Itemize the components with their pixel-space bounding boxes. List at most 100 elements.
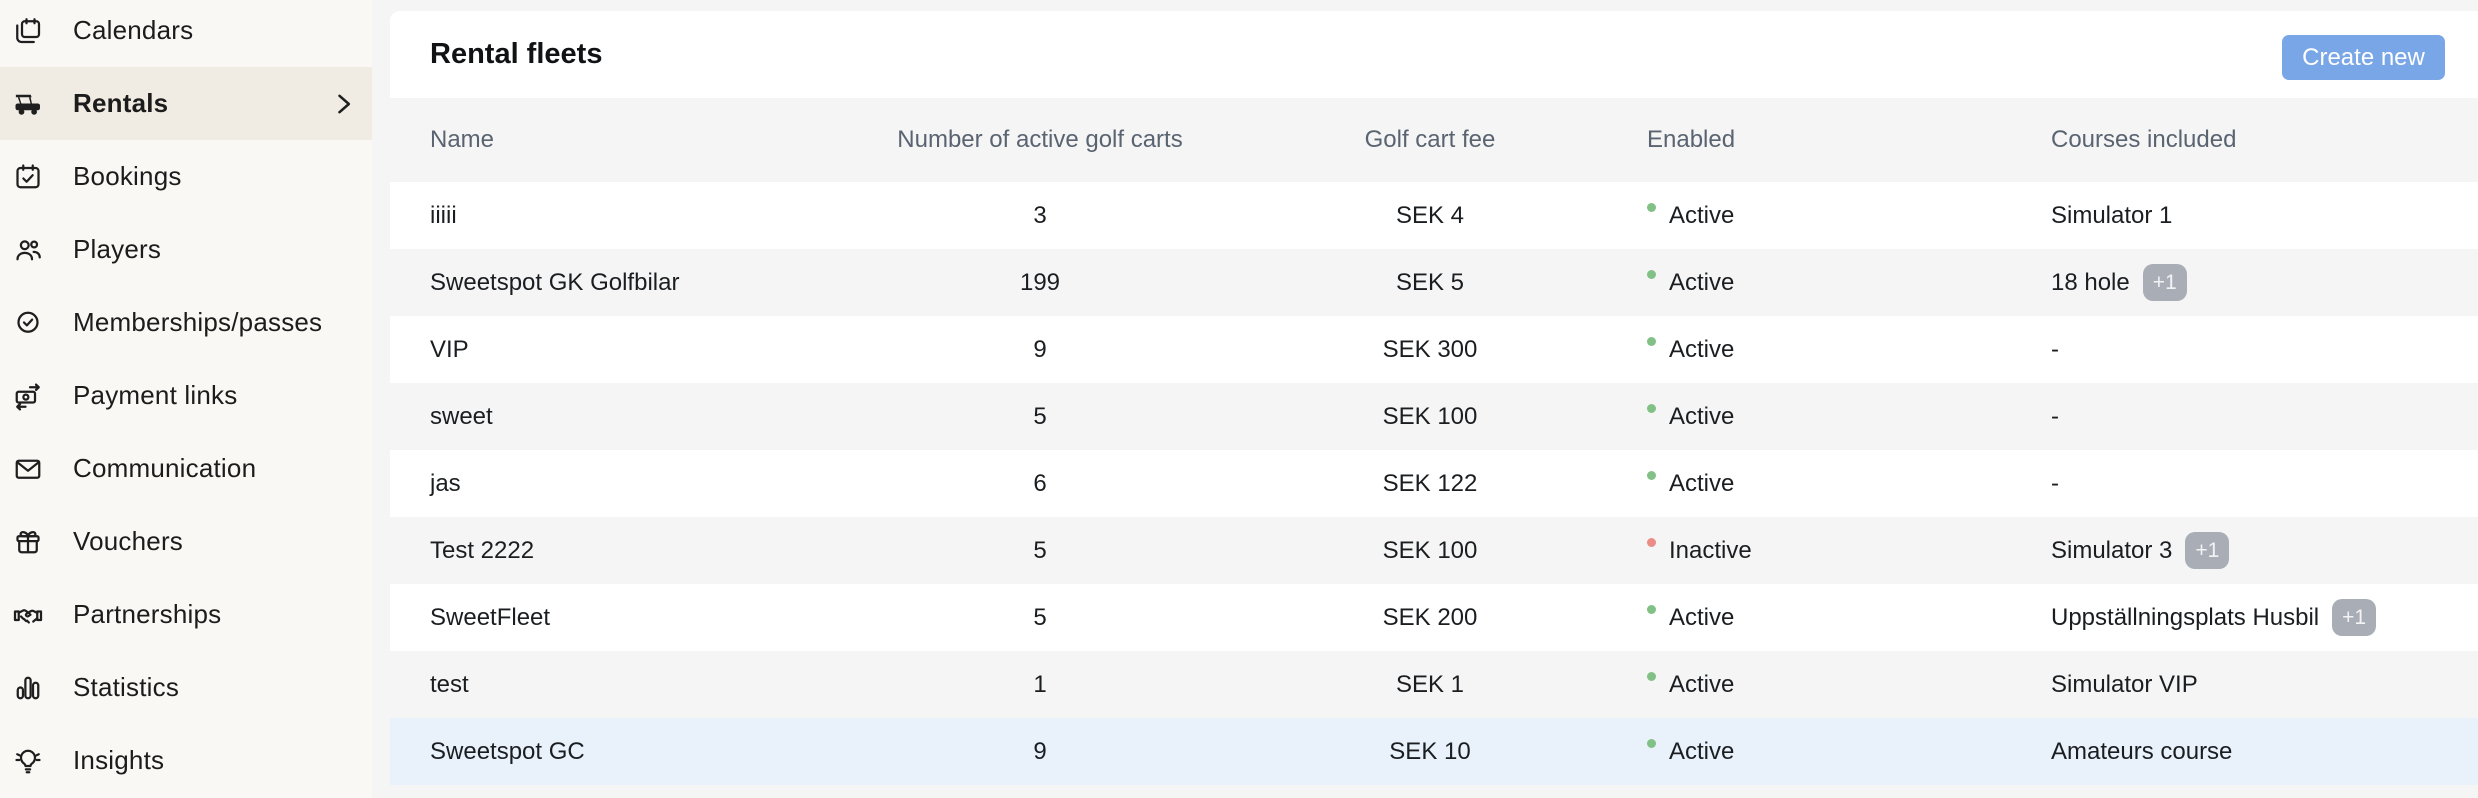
- fleet-name: Sweetspot GK Golfbilar: [430, 268, 680, 296]
- sidebar-item-label: Statistics: [73, 672, 180, 702]
- fleet-fee: SEK 122: [1382, 469, 1478, 497]
- sidebar-item-statistics[interactable]: Statistics: [0, 651, 372, 724]
- fleet-name: Test 2222: [430, 536, 535, 564]
- fleet-name: sweet: [430, 402, 493, 430]
- fleet-courses: Simulator 1: [2051, 201, 2173, 229]
- calendars-icon: [13, 16, 43, 46]
- fleet-name: SweetFleet: [430, 603, 551, 631]
- sidebar: Calendars Rentals Bookings Players Membe…: [0, 0, 372, 798]
- fleet-status: Active: [1630, 671, 2050, 699]
- fleet-fee: SEK 100: [1382, 536, 1478, 564]
- fleet-courses: -: [2051, 469, 2059, 497]
- column-header: Courses included: [2051, 126, 2237, 153]
- sidebar-item-memberships[interactable]: Memberships/passes: [0, 286, 372, 359]
- table-row[interactable]: Sweetspot GK Golfbilar 199 SEK 5 Active …: [390, 249, 2478, 316]
- fleet-cart-count: 9: [1033, 335, 1047, 363]
- fleet-status: Active: [1630, 269, 2050, 297]
- sidebar-item-label: Insights: [73, 745, 165, 775]
- fleet-cart-count: 6: [1033, 469, 1047, 497]
- status-dot: [1647, 270, 1656, 279]
- sidebar-nav: Calendars Rentals Bookings Players Membe…: [0, 0, 372, 797]
- status-dot: [1647, 337, 1656, 346]
- players-icon: [13, 235, 43, 265]
- gift-icon: [13, 527, 43, 557]
- fleet-cart-count: 3: [1033, 201, 1047, 229]
- create-new-button[interactable]: Create new: [2282, 35, 2445, 80]
- sidebar-item-calendars[interactable]: Calendars: [0, 0, 372, 67]
- sidebar-item-label: Memberships/passes: [73, 307, 323, 337]
- fleet-courses: Simulator 3 +1: [2050, 532, 2478, 569]
- sidebar-item-insights[interactable]: Insights: [0, 724, 372, 797]
- table-row[interactable]: SweetFleet 5 SEK 200 Active Uppställning…: [390, 584, 2478, 651]
- fleet-name: Sweetspot GC: [430, 737, 585, 765]
- fleet-name: iiiii: [430, 201, 457, 229]
- status-dot: [1647, 672, 1656, 681]
- status-dot: [1647, 404, 1656, 413]
- fleet-cart-count: 5: [1033, 402, 1047, 430]
- table-row[interactable]: test 1 SEK 1 Active Simulator VIP: [390, 651, 2478, 718]
- sidebar-item-vouchers[interactable]: Vouchers: [0, 505, 372, 578]
- sidebar-item-label: Rentals: [73, 88, 169, 118]
- table-row[interactable]: iiiii 3 SEK 4 Active Simulator 1: [390, 182, 2478, 249]
- status-dot: [1647, 203, 1656, 212]
- fleet-status: Active: [1630, 738, 2050, 766]
- page-title: Rental fleets: [430, 38, 603, 70]
- fleet-fee: SEK 100: [1382, 402, 1478, 430]
- fleet-name: test: [430, 670, 469, 698]
- status-dot: [1647, 471, 1656, 480]
- lightbulb-icon: [13, 746, 43, 776]
- fleet-cart-count: 9: [1033, 737, 1047, 765]
- sidebar-item-label: Bookings: [73, 161, 182, 191]
- fleet-cart-count: 199: [1019, 268, 1061, 296]
- table-body: iiiii 3 SEK 4 Active Simulator 1 Sweetsp…: [390, 182, 2478, 785]
- extra-courses-badge: +1: [2142, 264, 2187, 301]
- fleet-fee: SEK 1: [1395, 670, 1465, 698]
- extra-courses-badge: +1: [2185, 532, 2230, 569]
- envelope-icon: [13, 454, 43, 484]
- fleet-courses: Simulator VIP: [2051, 670, 2198, 698]
- status-dot: [1647, 538, 1656, 547]
- bar-chart-icon: [13, 673, 43, 703]
- table-row[interactable]: VIP 9 SEK 300 Active -: [390, 316, 2478, 383]
- fleet-courses: 18 hole +1: [2050, 264, 2478, 301]
- fleet-fee: SEK 10: [1389, 737, 1471, 765]
- table-row[interactable]: Sweetspot GC 9 SEK 10 Active Amateurs co…: [390, 718, 2478, 785]
- fleet-cart-count: 1: [1033, 670, 1047, 698]
- fleet-fee: SEK 200: [1382, 603, 1478, 631]
- sidebar-item-label: Communication: [73, 453, 257, 483]
- fleet-status: Active: [1630, 403, 2050, 431]
- fleet-status: Inactive: [1630, 537, 2050, 565]
- fleet-status: Active: [1630, 202, 2050, 230]
- golf-cart-icon: [13, 89, 43, 119]
- fleet-fee: SEK 4: [1395, 201, 1465, 229]
- sidebar-item-rentals[interactable]: Rentals: [0, 67, 372, 140]
- sidebar-item-label: Players: [73, 234, 162, 264]
- sidebar-item-communication[interactable]: Communication: [0, 432, 372, 505]
- column-header: Number of active golf carts: [897, 126, 1183, 153]
- sidebar-item-players[interactable]: Players: [0, 213, 372, 286]
- main-content: Rental fleets Create new Name Number of a…: [390, 11, 2478, 798]
- sidebar-item-payment-links[interactable]: Payment links: [0, 359, 372, 432]
- table-row[interactable]: sweet 5 SEK 100 Active -: [390, 383, 2478, 450]
- fleet-courses: Amateurs course: [2051, 737, 2233, 765]
- fleet-cart-count: 5: [1033, 603, 1047, 631]
- table-header-row: Name Number of active golf carts Golf cart…: [390, 98, 2478, 182]
- status-dot: [1647, 739, 1656, 748]
- handshake-icon: [13, 600, 43, 630]
- column-header: Enabled: [1647, 126, 1736, 153]
- column-header: Name: [430, 126, 495, 153]
- fleet-courses: Uppställningsplats Husbil +1: [2050, 599, 2478, 636]
- fleet-courses: -: [2051, 402, 2059, 430]
- fleet-status: Active: [1630, 336, 2050, 364]
- membership-badge-icon: [13, 308, 43, 338]
- table-row[interactable]: Test 2222 5 SEK 100 Inactive Simulator 3…: [390, 517, 2478, 584]
- sidebar-item-bookings[interactable]: Bookings: [0, 140, 372, 213]
- table-row[interactable]: jas 6 SEK 122 Active -: [390, 450, 2478, 517]
- column-header: Golf cart fee: [1364, 126, 1496, 153]
- sidebar-item-partnerships[interactable]: Partnerships: [0, 578, 372, 651]
- fleet-cart-count: 5: [1033, 536, 1047, 564]
- calendar-check-icon: [13, 162, 43, 192]
- fleet-name: VIP: [430, 335, 469, 363]
- title-bar: Rental fleets Create new: [390, 11, 2478, 98]
- status-dot: [1647, 605, 1656, 614]
